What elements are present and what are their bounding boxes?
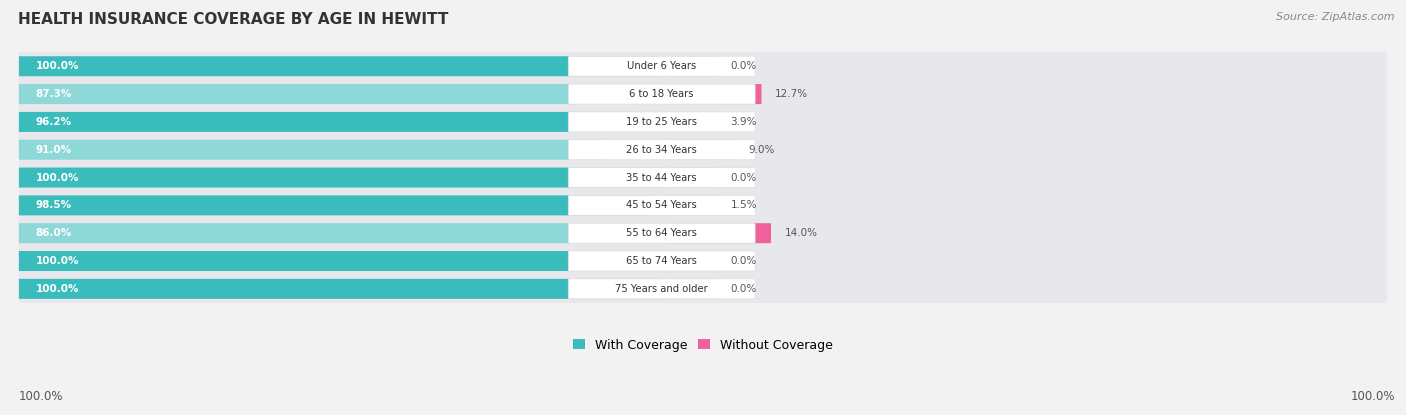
FancyBboxPatch shape: [668, 140, 734, 160]
Text: 3.9%: 3.9%: [731, 117, 756, 127]
FancyBboxPatch shape: [568, 168, 755, 188]
FancyBboxPatch shape: [568, 112, 755, 132]
FancyBboxPatch shape: [18, 52, 1388, 81]
FancyBboxPatch shape: [668, 112, 717, 132]
FancyBboxPatch shape: [568, 84, 755, 104]
Text: 0.0%: 0.0%: [731, 61, 756, 71]
Text: 100.0%: 100.0%: [35, 173, 79, 183]
Text: 87.3%: 87.3%: [35, 89, 72, 99]
Text: 86.0%: 86.0%: [35, 228, 72, 238]
Text: 55 to 64 Years: 55 to 64 Years: [626, 228, 697, 238]
Text: 35 to 44 Years: 35 to 44 Years: [627, 173, 697, 183]
FancyBboxPatch shape: [18, 80, 1388, 109]
Text: 26 to 34 Years: 26 to 34 Years: [626, 145, 697, 155]
FancyBboxPatch shape: [568, 251, 755, 271]
Text: HEALTH INSURANCE COVERAGE BY AGE IN HEWITT: HEALTH INSURANCE COVERAGE BY AGE IN HEWI…: [18, 12, 449, 27]
Text: 19 to 25 Years: 19 to 25 Years: [626, 117, 697, 127]
Text: 100.0%: 100.0%: [35, 284, 79, 294]
FancyBboxPatch shape: [18, 168, 662, 188]
FancyBboxPatch shape: [18, 247, 1388, 276]
FancyBboxPatch shape: [668, 168, 717, 188]
Text: 65 to 74 Years: 65 to 74 Years: [626, 256, 697, 266]
Text: Under 6 Years: Under 6 Years: [627, 61, 696, 71]
Legend: With Coverage, Without Coverage: With Coverage, Without Coverage: [572, 339, 834, 352]
Text: 14.0%: 14.0%: [785, 228, 817, 238]
FancyBboxPatch shape: [18, 112, 637, 132]
FancyBboxPatch shape: [18, 279, 662, 299]
FancyBboxPatch shape: [18, 274, 1388, 303]
FancyBboxPatch shape: [18, 140, 603, 160]
FancyBboxPatch shape: [18, 107, 1388, 137]
Text: 75 Years and older: 75 Years and older: [616, 284, 709, 294]
Text: 0.0%: 0.0%: [731, 284, 756, 294]
Text: Source: ZipAtlas.com: Source: ZipAtlas.com: [1277, 12, 1395, 22]
FancyBboxPatch shape: [668, 84, 762, 104]
FancyBboxPatch shape: [668, 251, 717, 271]
Text: 45 to 54 Years: 45 to 54 Years: [626, 200, 697, 210]
Text: 100.0%: 100.0%: [35, 61, 79, 71]
FancyBboxPatch shape: [18, 191, 1388, 220]
Text: 96.2%: 96.2%: [35, 117, 72, 127]
Text: 91.0%: 91.0%: [35, 145, 72, 155]
FancyBboxPatch shape: [568, 56, 755, 76]
FancyBboxPatch shape: [568, 223, 755, 243]
Text: 100.0%: 100.0%: [35, 256, 79, 266]
FancyBboxPatch shape: [18, 84, 579, 104]
FancyBboxPatch shape: [18, 251, 662, 271]
Text: 1.5%: 1.5%: [731, 200, 756, 210]
Text: 100.0%: 100.0%: [18, 390, 63, 403]
Text: 0.0%: 0.0%: [731, 256, 756, 266]
FancyBboxPatch shape: [668, 195, 717, 215]
FancyBboxPatch shape: [18, 135, 1388, 164]
Text: 100.0%: 100.0%: [1350, 390, 1395, 403]
Text: 12.7%: 12.7%: [775, 89, 808, 99]
FancyBboxPatch shape: [668, 56, 717, 76]
FancyBboxPatch shape: [568, 140, 755, 160]
FancyBboxPatch shape: [668, 279, 717, 299]
Text: 9.0%: 9.0%: [748, 145, 775, 155]
FancyBboxPatch shape: [18, 56, 662, 76]
FancyBboxPatch shape: [668, 223, 770, 243]
FancyBboxPatch shape: [18, 219, 1388, 248]
Text: 0.0%: 0.0%: [731, 173, 756, 183]
FancyBboxPatch shape: [18, 163, 1388, 192]
FancyBboxPatch shape: [568, 279, 755, 299]
FancyBboxPatch shape: [568, 195, 755, 215]
Text: 98.5%: 98.5%: [35, 200, 72, 210]
FancyBboxPatch shape: [18, 223, 571, 243]
FancyBboxPatch shape: [18, 195, 652, 215]
Text: 6 to 18 Years: 6 to 18 Years: [630, 89, 695, 99]
